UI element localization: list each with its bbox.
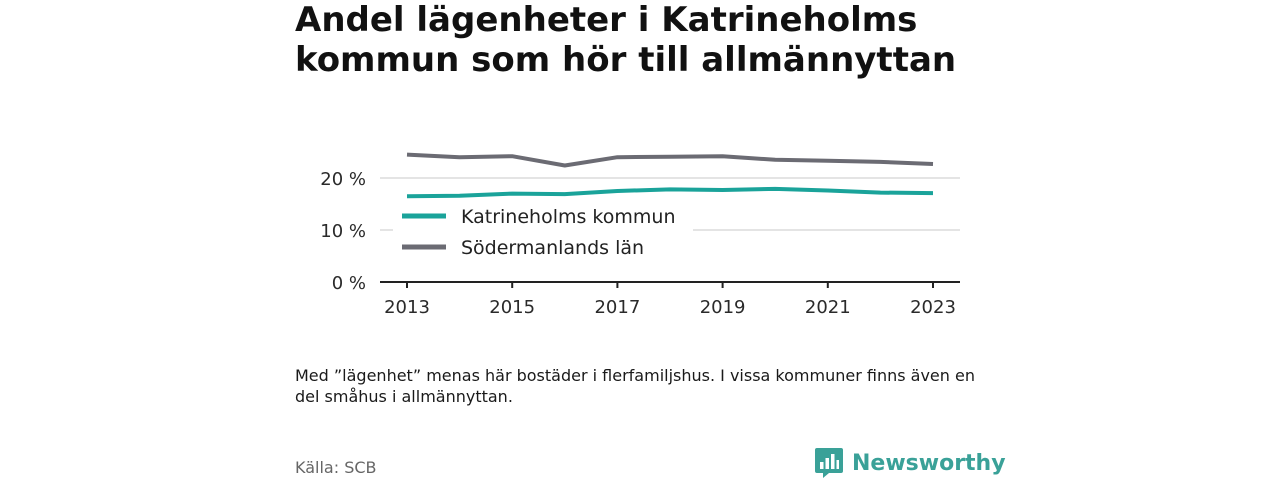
legend-label-0: Katrineholms kommun	[461, 206, 675, 228]
axis-layer: 0 % 10 % 20 % 2013 2015 2017 2019 2021 2023	[320, 169, 960, 318]
legend-label-1: Södermanlands län	[461, 237, 644, 259]
legend-background	[393, 200, 693, 266]
series-line-1	[406, 152, 934, 168]
chart-title: Andel lägenheter i Katrineholms kommun s…	[295, 0, 957, 80]
legend: Katrineholms kommun Södermanlands län	[393, 200, 693, 266]
series-line-0	[406, 186, 934, 199]
newsworthy-logo-icon	[815, 448, 843, 478]
brand-name: Newsworthy	[852, 450, 1006, 476]
x-tick-label: 2013	[384, 297, 430, 318]
y-tick-label: 0 %	[332, 273, 366, 294]
y-tick-label: 20 %	[320, 169, 366, 190]
series-layer	[406, 152, 934, 199]
x-tick-label: 2017	[594, 297, 640, 318]
x-tick-label: 2023	[910, 297, 956, 318]
source-label: Källa: SCB	[295, 458, 377, 477]
x-tick-label: 2015	[489, 297, 535, 318]
brand-logo: Newsworthy	[814, 447, 1006, 479]
line-chart: 0 % 10 % 20 % 2013 2015 2017 2019 2021 2023 Katr…	[320, 152, 960, 318]
y-tick-label: 10 %	[320, 221, 366, 242]
x-tick-label: 2021	[805, 297, 851, 318]
x-tick-label: 2019	[700, 297, 746, 318]
chart-note: Med ”lägenhet” menas här bostäder i fler…	[295, 366, 975, 406]
